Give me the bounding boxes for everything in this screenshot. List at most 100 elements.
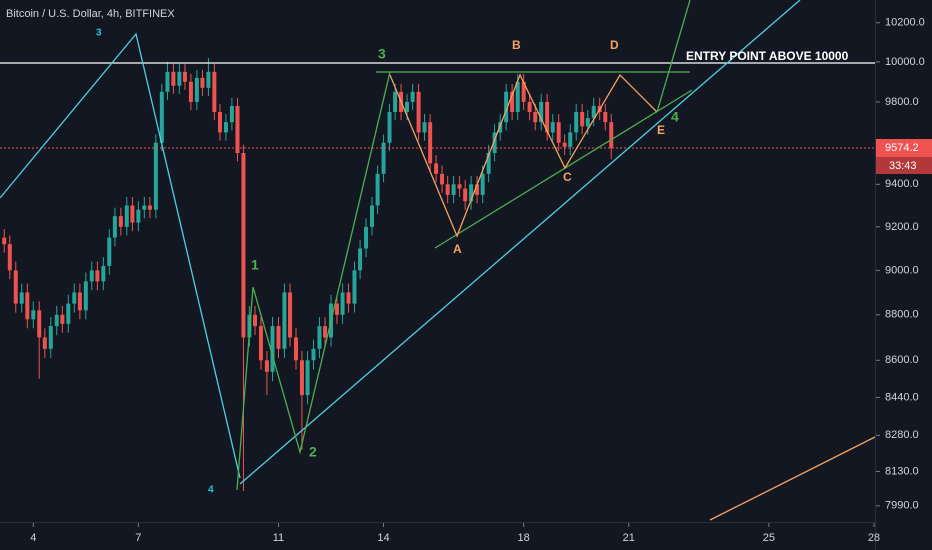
candle-body — [346, 292, 351, 304]
candle-body — [7, 244, 12, 271]
candle-body — [241, 153, 246, 338]
candle-body — [130, 205, 135, 223]
candle-body — [264, 360, 269, 372]
chart-title: Bitcoin / U.S. Dollar, 4h, BITFINEX — [6, 8, 175, 20]
x-tick-label: 7 — [135, 532, 141, 544]
candle-body — [358, 248, 363, 271]
last-price-box — [876, 139, 932, 158]
candle-body — [410, 91, 415, 102]
y-tick-label: 10000.0 — [885, 56, 925, 68]
pattern-label: C — [563, 170, 572, 184]
candle-body — [393, 91, 398, 113]
breakout-projection — [656, 0, 691, 113]
candle-body — [142, 205, 147, 210]
candle-body — [31, 310, 36, 320]
pattern-label: D — [610, 38, 619, 52]
candle-body — [521, 81, 526, 102]
candle-body — [480, 173, 485, 195]
candle-body — [112, 216, 117, 238]
y-tick-label: 8800.0 — [885, 309, 919, 321]
candle-body — [188, 81, 193, 102]
pattern-label: B — [512, 38, 521, 52]
candle-body — [556, 122, 561, 143]
candle-body — [182, 71, 187, 82]
candle-body — [492, 132, 497, 154]
candle-body — [422, 122, 427, 133]
candle-body — [550, 122, 555, 133]
candle-body — [118, 216, 123, 227]
candle-body — [533, 112, 538, 123]
x-tick-label: 11 — [273, 532, 284, 544]
candle-body — [253, 314, 258, 327]
candle-body — [585, 118, 590, 127]
wave-label: 4 — [208, 485, 214, 496]
candle-body — [89, 270, 94, 282]
wave-label: 3 — [96, 28, 102, 39]
candle-body — [101, 265, 106, 282]
y-tick-label: 9400.0 — [885, 178, 919, 190]
y-tick-label: 8600.0 — [885, 354, 919, 366]
candle-body — [60, 314, 65, 324]
wave-line — [0, 32, 241, 479]
candle-body — [147, 205, 152, 210]
candle-body — [463, 188, 468, 202]
candle-body — [124, 205, 129, 227]
candle-body — [13, 270, 18, 304]
candle-body — [364, 226, 369, 249]
plot-area — [0, 57, 875, 492]
candle-body — [235, 105, 240, 154]
candle-body — [457, 184, 462, 189]
y-tick-label: 7990.0 — [885, 500, 919, 512]
y-tick-label: 8130.0 — [885, 465, 919, 477]
candle-body — [177, 71, 182, 86]
candle-body — [37, 310, 42, 338]
candle-body — [562, 142, 567, 147]
candle-body — [440, 173, 445, 185]
wave-label: 1 — [251, 257, 259, 273]
x-tick-label: 21 — [623, 532, 635, 544]
drawings — [0, 0, 875, 521]
y-tick-label: 9000.0 — [885, 264, 919, 276]
y-tick-label: 8440.0 — [885, 391, 919, 403]
candle-body — [77, 292, 82, 311]
candle-body — [381, 142, 386, 174]
y-tick-label: 9200.0 — [885, 221, 919, 233]
candle-body — [72, 292, 77, 304]
candle-body — [609, 122, 614, 149]
candle-body — [194, 77, 199, 102]
wave-line — [236, 71, 391, 491]
candle-body — [527, 101, 532, 113]
pattern-label: E — [657, 123, 665, 137]
x-tick-label: 14 — [377, 532, 389, 544]
candle-body — [603, 112, 608, 123]
wave-label: 2 — [309, 444, 317, 460]
candle-body — [206, 71, 211, 88]
candle-body — [171, 71, 176, 86]
candle-body — [445, 184, 450, 195]
candle-body — [434, 163, 439, 174]
candle-body — [352, 270, 357, 304]
candle-body — [2, 237, 7, 245]
candle-body — [66, 303, 71, 324]
candle-body — [574, 112, 579, 133]
countdown-label: 33:43 — [889, 160, 917, 172]
candle-body — [95, 270, 100, 282]
candle-body — [200, 77, 205, 88]
candle-body — [334, 303, 339, 315]
candle-body — [568, 132, 573, 147]
wave-label: 4 — [671, 109, 679, 125]
candle-body — [107, 237, 112, 266]
candle-body — [136, 209, 141, 223]
candle-body — [369, 205, 374, 227]
candle-body — [405, 101, 410, 113]
candle-body — [375, 173, 380, 206]
candle-body — [223, 122, 228, 133]
last-price-label: 9574.2 — [885, 142, 919, 154]
candle-body — [83, 281, 88, 311]
candle-body — [416, 91, 421, 133]
x-tick-label: 18 — [518, 532, 530, 544]
candle-body — [317, 326, 322, 349]
candle-body — [580, 112, 585, 127]
countdown-box — [876, 157, 932, 175]
